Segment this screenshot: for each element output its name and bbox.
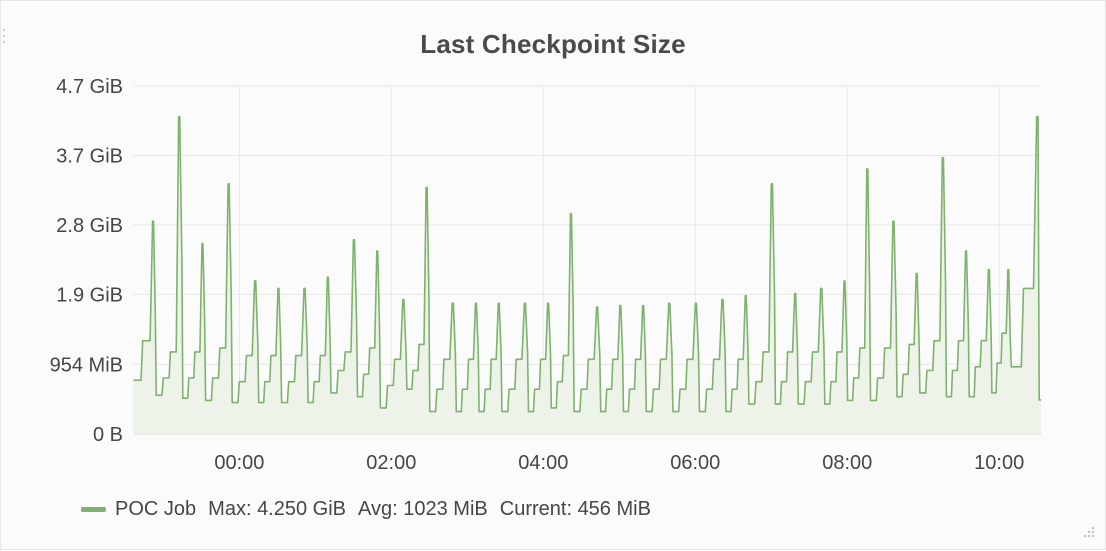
y-axis-labels: 0 B 954 MiB 1.9 GiB 2.8 GiB 3.7 GiB 4.7 GiB (50, 76, 123, 446)
y-tick-label: 2.8 GiB (56, 215, 123, 237)
legend-avg: Avg: 1023 MiB (358, 498, 488, 521)
x-tick-label: 06:00 (670, 452, 720, 474)
x-tick-label: 10:00 (974, 452, 1024, 474)
legend-max-value: 4.250 GiB (257, 497, 347, 520)
y-tick-label: 1.9 GiB (56, 284, 123, 306)
y-tick-label: 4.7 GiB (56, 76, 123, 98)
panel-title[interactable]: Last Checkpoint Size (420, 29, 686, 59)
series-area-fill (133, 116, 1041, 434)
y-tick-label: 954 MiB (50, 354, 123, 376)
legend-series-name[interactable]: POC Job (115, 497, 197, 520)
legend-current-value: 456 MiB (577, 497, 651, 520)
series-line[interactable] (133, 115, 1042, 413)
y-tick-label: 0 B (93, 424, 123, 446)
legend-max-label: Max: (208, 497, 252, 520)
x-tick-label: 08:00 (822, 452, 872, 474)
x-tick-label: 02:00 (366, 452, 416, 474)
legend-color-swatch[interactable] (81, 506, 106, 512)
legend-avg-value: 1023 MiB (403, 497, 488, 520)
x-axis-labels: 00:00 02:00 04:00 06:00 08:00 10:00 (214, 452, 1024, 474)
legend-avg-label: Avg: (358, 497, 398, 520)
x-tick-label: 00:00 (214, 452, 264, 474)
legend-max: Max: 4.250 GiB (208, 498, 346, 521)
panel-drag-handle-icon[interactable] (2, 27, 6, 49)
legend-current-label: Current: (499, 497, 572, 520)
x-tick-label: 04:00 (518, 452, 568, 474)
resize-handle-icon[interactable] (1081, 525, 1095, 539)
y-tick-label: 3.7 GiB (56, 145, 123, 167)
legend: POC Job Max: 4.250 GiB Avg: 1023 MiB Cur… (81, 494, 663, 524)
legend-current: Current: 456 MiB (500, 498, 651, 521)
